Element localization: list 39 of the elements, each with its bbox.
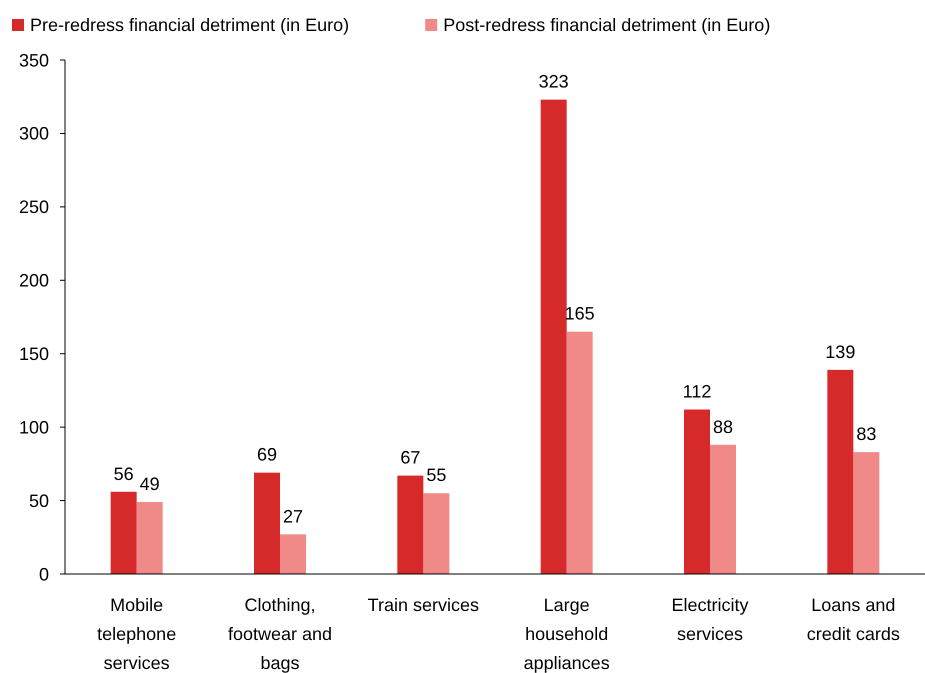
data-label: 112	[682, 382, 712, 402]
data-label: 88	[712, 416, 734, 437]
data-label: 139	[825, 342, 856, 362]
legend-label: Post-redress financial detriment (in Euro)	[443, 15, 770, 35]
y-tick-label: 0	[38, 564, 49, 584]
y-tick-label: 100	[18, 417, 49, 438]
bar	[827, 370, 854, 574]
data-label: 55	[426, 465, 446, 486]
bar	[136, 502, 163, 574]
data-label: 56	[114, 464, 134, 484]
bar	[853, 452, 880, 574]
bar	[540, 100, 567, 574]
data-label: 83	[856, 424, 876, 444]
y-tick-label: 50	[28, 490, 49, 511]
bar	[710, 444, 736, 574]
bar	[254, 472, 280, 574]
y-tick-label: 300	[18, 124, 49, 144]
bar	[423, 493, 450, 574]
bar	[684, 410, 710, 574]
bar	[397, 476, 424, 574]
bar	[566, 332, 593, 574]
y-tick-label: 350	[18, 50, 49, 70]
bar	[110, 492, 137, 574]
legend-label: Pre-redress financial detriment (in Euro)	[30, 15, 350, 35]
data-label: 69	[256, 444, 278, 465]
x-tick-label: Loans and credit cards	[806, 595, 900, 644]
data-label: 67	[400, 448, 420, 468]
data-label: 49	[140, 474, 160, 494]
data-label: 323	[538, 72, 569, 92]
bar	[280, 534, 306, 574]
x-tick-label: Clothing, footwear and bags	[228, 595, 332, 673]
y-tick-label: 150	[18, 344, 49, 364]
x-tick-label: Large household appliances	[524, 595, 610, 673]
x-tick-label: Train services	[368, 595, 480, 615]
x-tick-label: Mobile telephone services	[97, 595, 176, 673]
y-tick-label: 200	[18, 270, 49, 291]
y-tick-label: 250	[18, 197, 49, 218]
x-tick-label: Electricity services	[671, 595, 749, 644]
data-label: 27	[282, 506, 304, 526]
